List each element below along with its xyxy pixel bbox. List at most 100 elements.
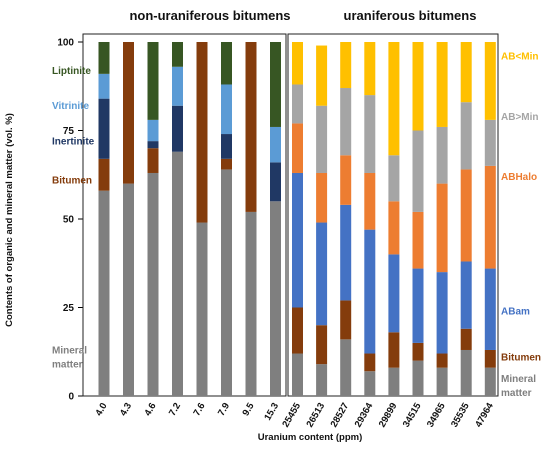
x-tick-label: 7.6: [191, 401, 207, 418]
y-tick-label: 75: [63, 126, 75, 137]
bar-segment: [270, 162, 281, 202]
x-tick-label: 29899: [377, 401, 400, 429]
y-tick-label: 25: [63, 303, 75, 314]
bar-segment: [292, 84, 303, 124]
bar-segment: [460, 169, 472, 262]
bar-segment: [172, 105, 183, 152]
bar-segment: [484, 349, 496, 368]
y-tick-label: 100: [57, 38, 74, 49]
bar-segment: [436, 183, 448, 273]
bar-segment: [460, 328, 472, 350]
segment-label-right: AB>Min: [501, 112, 539, 123]
segment-label-right: Bitumen: [501, 353, 541, 364]
bar-segment: [460, 349, 472, 396]
x-tick-label: 4.3: [118, 401, 134, 418]
bar-segment: [388, 332, 400, 368]
bar-segment: [98, 73, 110, 99]
bar-segment: [340, 204, 352, 301]
bar-segment: [316, 105, 328, 173]
bar-segment: [292, 353, 303, 396]
bar-segment: [147, 141, 159, 149]
bar-segment: [364, 42, 376, 96]
segment-label-left: Inertinite: [52, 137, 95, 148]
x-tick-label: 29364: [353, 400, 376, 429]
bar-segment: [436, 42, 448, 127]
x-tick-label: 35535: [449, 400, 472, 429]
x-tick-label: 4.6: [142, 401, 158, 418]
bar-segment: [147, 172, 159, 396]
bar-segment: [364, 353, 376, 372]
bar-segment: [388, 155, 400, 202]
bar-segment: [484, 367, 496, 396]
x-axis-label: Uranium content (ppm): [258, 432, 363, 443]
x-tick-label: 15.3: [262, 401, 281, 423]
bar-segment: [292, 123, 303, 173]
bar-segment: [484, 165, 496, 269]
bar-segment: [98, 42, 110, 74]
bar-segment: [412, 42, 424, 131]
bar-segment: [221, 84, 232, 135]
bar-segment: [221, 169, 232, 396]
panel-frame-left: [82, 33, 287, 397]
bar-segment: [436, 353, 448, 368]
x-tick-label: 7.9: [216, 401, 232, 418]
bar-segment: [388, 367, 400, 396]
bar-segment: [412, 268, 424, 343]
segment-label-left: matter: [52, 360, 83, 371]
bar-segment: [292, 307, 303, 354]
bar-segment: [388, 201, 400, 255]
bar-segment: [172, 66, 183, 106]
segment-label-left: Liptinite: [52, 66, 91, 77]
bar-segment: [484, 268, 496, 350]
bar-segment: [340, 155, 352, 205]
segment-label-right: Mineral: [501, 374, 536, 385]
bar-segment: [123, 183, 134, 396]
bar-segment: [245, 42, 257, 212]
bar-segment: [316, 364, 328, 396]
bar-segment: [270, 201, 281, 396]
segment-label-right: matter: [501, 388, 532, 399]
bar-segment: [98, 98, 110, 159]
bar-segment: [172, 151, 183, 396]
x-tick-label: 9.5: [240, 400, 256, 418]
bar-segment: [436, 126, 448, 184]
bar-segment: [196, 42, 208, 223]
bar-segment: [388, 254, 400, 333]
x-tick-label: 7.2: [167, 401, 183, 418]
bar-segment: [412, 130, 424, 212]
bar-segment: [292, 172, 303, 308]
y-axis-label: Contents of organic and mineral matter (…: [4, 113, 15, 327]
bar-segment: [436, 367, 448, 396]
x-tick-label: 4.0: [93, 401, 109, 418]
bar-segment: [460, 102, 472, 170]
x-tick-label: 47964: [473, 400, 496, 429]
panel-title-right: uraniferous bitumens: [344, 8, 477, 23]
bar-segment: [316, 325, 328, 365]
bar-segment: [460, 261, 472, 329]
bar-segment: [484, 42, 496, 120]
segment-label-left: Vitrinite: [52, 101, 89, 112]
y-tick-label: 0: [68, 392, 74, 403]
bar-segment: [436, 272, 448, 354]
bar-segment: [364, 95, 376, 173]
bar-segment: [172, 42, 183, 67]
x-tick-label: 26513: [304, 401, 327, 429]
bar-segment: [221, 134, 232, 159]
segment-label-right: ABam: [501, 307, 530, 318]
bar-segment: [364, 229, 376, 354]
bar-segment: [388, 42, 400, 156]
bar-segment: [270, 42, 281, 127]
bar-segment: [98, 190, 110, 396]
bar-segment: [270, 126, 281, 163]
panel-title-left: non-uraniferous bitumens: [129, 8, 290, 23]
bar-segment: [123, 42, 134, 184]
x-tick-label: 28527: [329, 401, 352, 429]
bar-segment: [316, 222, 328, 326]
bar-segment: [147, 119, 159, 142]
bar-segment: [245, 211, 257, 396]
bar-segment: [364, 371, 376, 396]
bar-segment: [484, 119, 496, 166]
bar-segment: [147, 42, 159, 120]
bar-segment: [98, 158, 110, 191]
